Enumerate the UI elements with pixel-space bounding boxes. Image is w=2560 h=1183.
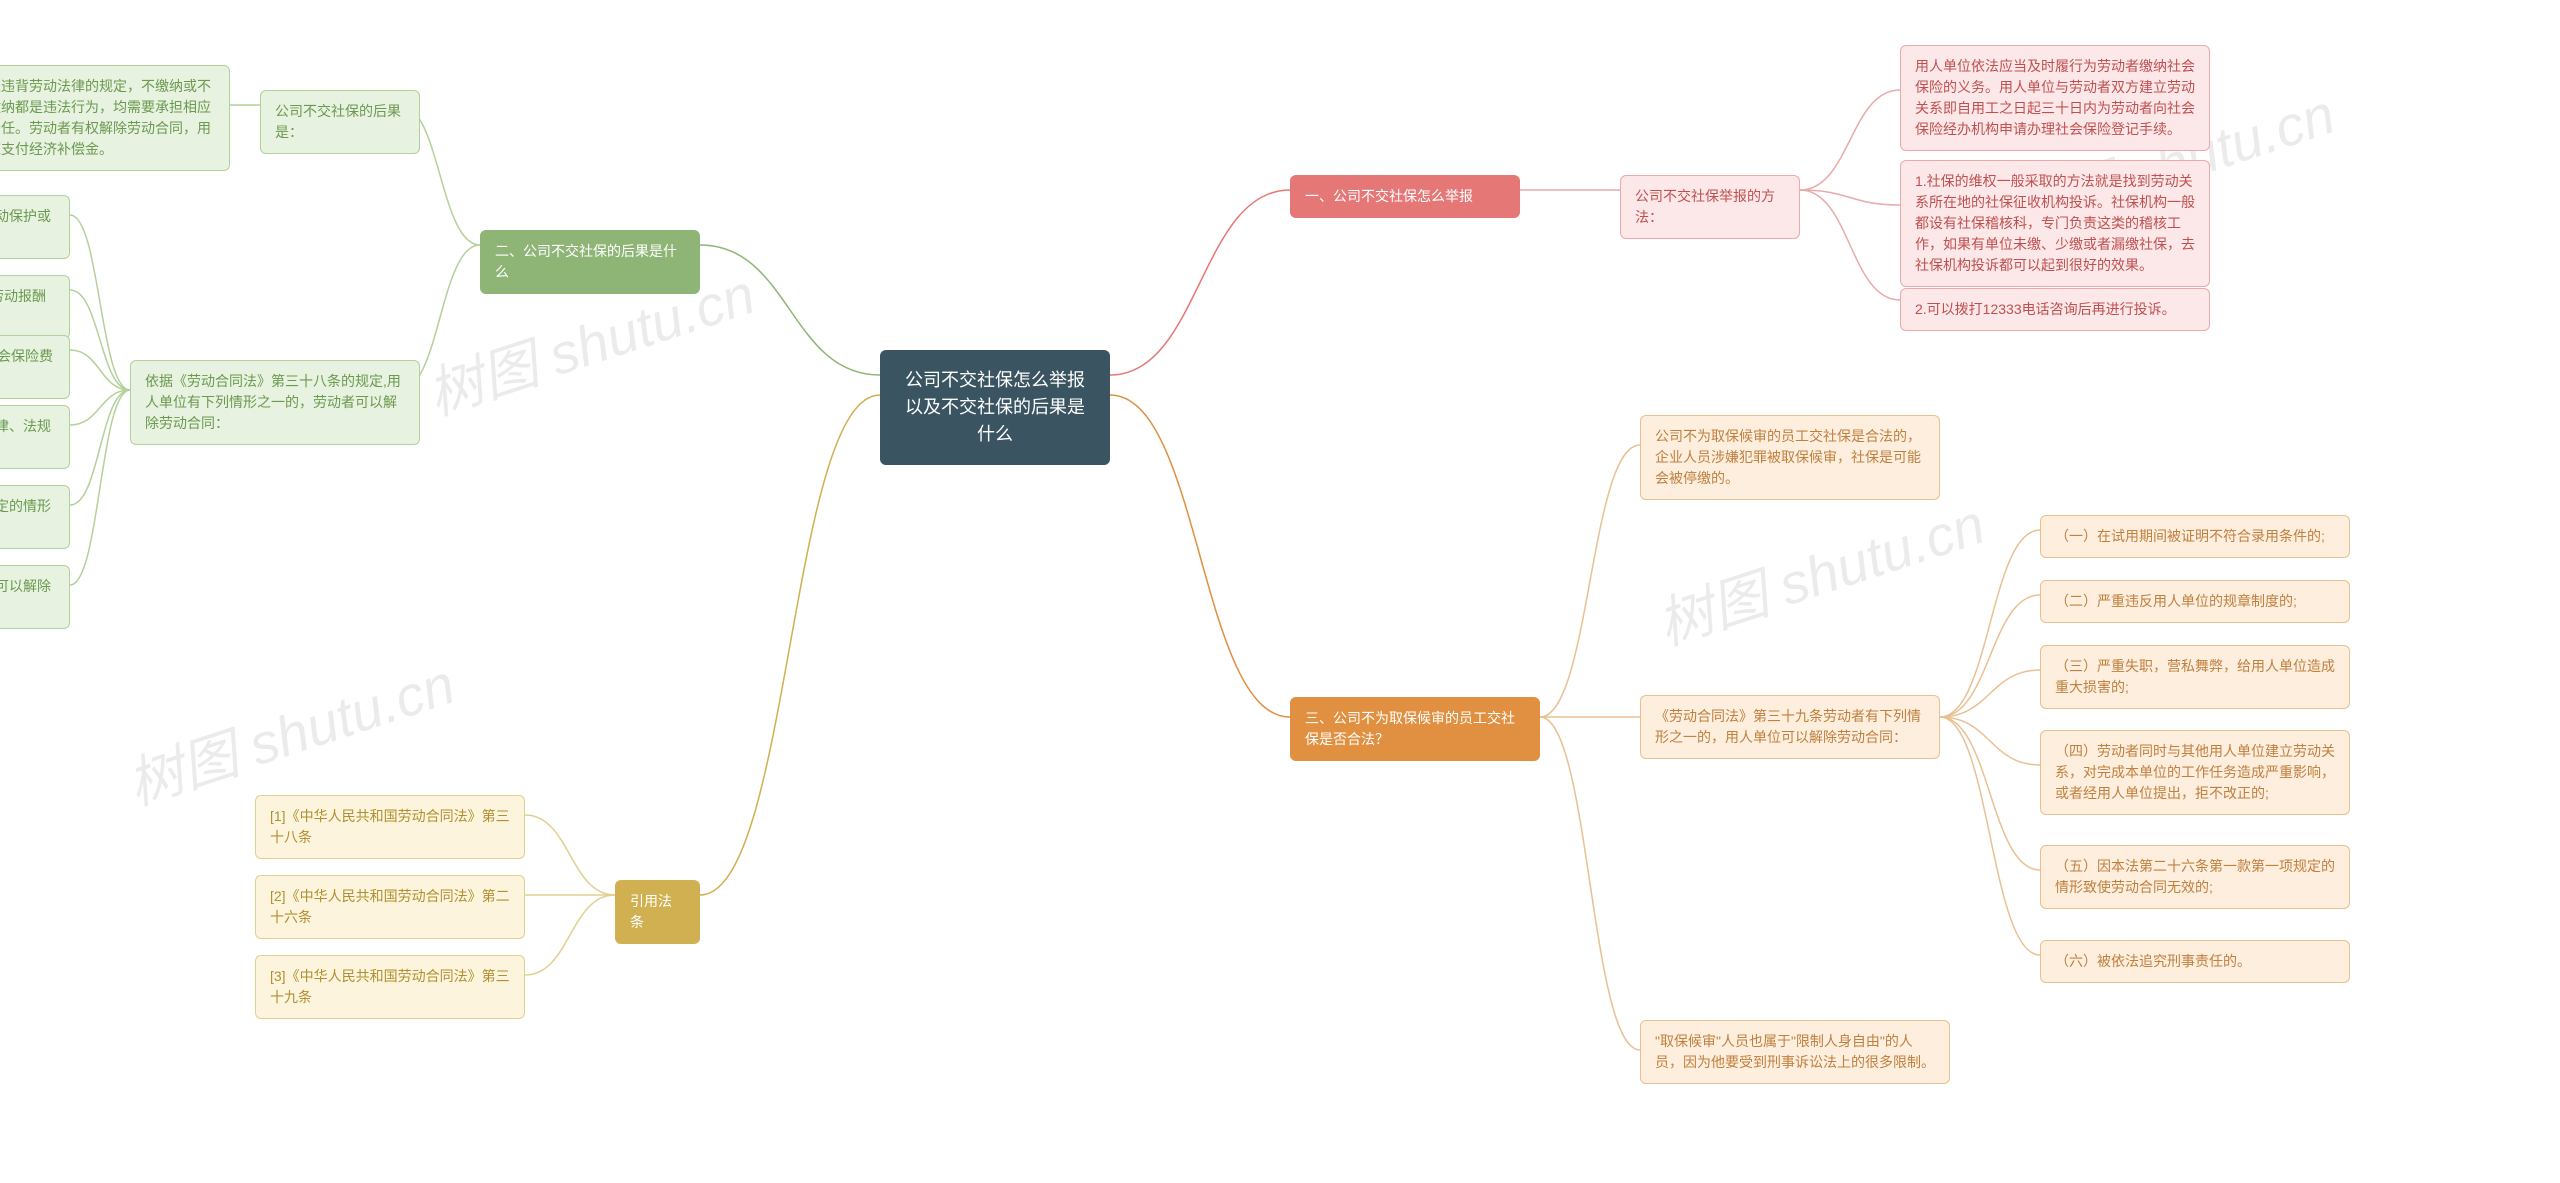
branch3-sub[interactable]: 《劳动合同法》第三十九条劳动者有下列情形之一的，用人单位可以解除劳动合同： — [1640, 695, 1940, 759]
branch4-title[interactable]: 引用法条 — [615, 880, 700, 944]
branch2-sub2-leaf-5[interactable]: （六）法律、行政法规规定劳动者可以解除劳动合同的其他情形。 — [0, 565, 70, 629]
branch3-sub-leaf-3[interactable]: （四）劳动者同时与其他用人单位建立劳动关系，对完成本单位的工作任务造成严重影响，… — [2040, 730, 2350, 815]
branch3-sub-leaf-1[interactable]: （二）严重违反用人单位的规章制度的; — [2040, 580, 2350, 623]
branch2-sub2-leaf-0[interactable]: （一）未按照劳动合同约定提供劳动保护或者劳动条件的; — [0, 195, 70, 259]
branch2-sub2-leaf-3[interactable]: （四）用人单位的规章制度违反法律、法规的规定，损害劳动者权益的; — [0, 405, 70, 469]
root-node[interactable]: 公司不交社保怎么举报以及不交社保的后果是什么 — [880, 350, 1110, 465]
branch1-title[interactable]: 一、公司不交社保怎么举报 — [1290, 175, 1520, 218]
branch3-leaf1[interactable]: 公司不为取保候审的员工交社保是合法的，企业人员涉嫌犯罪被取保候审，社保是可能会被… — [1640, 415, 1940, 500]
watermark: 树图 shutu.cn — [1646, 480, 1994, 662]
branch3-leaf2[interactable]: "取保候审"人员也属于"限制人身自由"的人员，因为他要受到刑事诉讼法上的很多限制… — [1640, 1020, 1950, 1084]
branch3-sub-leaf-4[interactable]: （五）因本法第二十六条第一款第一项规定的情形致使劳动合同无效的; — [2040, 845, 2350, 909]
branch3-sub-leaf-2[interactable]: （三）严重失职，营私舞弊，给用人单位造成重大损害的; — [2040, 645, 2350, 709]
branch4-leaf-0[interactable]: [1]《中华人民共和国劳动合同法》第三十八条 — [255, 795, 525, 859]
branch2-sub1-leaf[interactable]: 用人单位违背劳动法律的规定，不缴纳或不按规定缴纳都是违法行为，均需要承担相应的法… — [0, 65, 230, 171]
branch1-leaf-2[interactable]: 2.可以拨打12333电话咨询后再进行投诉。 — [1900, 288, 2210, 331]
branch3-title[interactable]: 三、公司不为取保候审的员工交社保是否合法？ — [1290, 697, 1540, 761]
branch1-leaf-0[interactable]: 用人单位依法应当及时履行为劳动者缴纳社会保险的义务。用人单位与劳动者双方建立劳动… — [1900, 45, 2210, 151]
branch3-sub-leaf-0[interactable]: （一）在试用期间被证明不符合录用条件的; — [2040, 515, 2350, 558]
branch2-sub2-leaf-2[interactable]: （三）未依法为劳动者缴纳社会保险费的; — [0, 335, 70, 399]
branch2-sub2-leaf-1[interactable]: （二）未及时足额支付劳动报酬的; — [0, 275, 70, 339]
branch2-sub2[interactable]: 依据《劳动合同法》第三十八条的规定,用人单位有下列情形之一的，劳动者可以解除劳动… — [130, 360, 420, 445]
branch2-sub2-leaf-4[interactable]: （五）因本法第二十六条第一款规定的情形致使劳动合同无效的; — [0, 485, 70, 549]
branch4-leaf-2[interactable]: [3]《中华人民共和国劳动合同法》第三十九条 — [255, 955, 525, 1019]
branch2-sub1[interactable]: 公司不交社保的后果是： — [260, 90, 420, 154]
branch2-title[interactable]: 二、公司不交社保的后果是什么 — [480, 230, 700, 294]
branch4-leaf-1[interactable]: [2]《中华人民共和国劳动合同法》第二十六条 — [255, 875, 525, 939]
branch3-sub-leaf-5[interactable]: （六）被依法追究刑事责任的。 — [2040, 940, 2350, 983]
branch1-sub[interactable]: 公司不交社保举报的方法： — [1620, 175, 1800, 239]
branch1-leaf-1[interactable]: 1.社保的维权一般采取的方法就是找到劳动关系所在地的社保征收机构投诉。社保机构一… — [1900, 160, 2210, 287]
